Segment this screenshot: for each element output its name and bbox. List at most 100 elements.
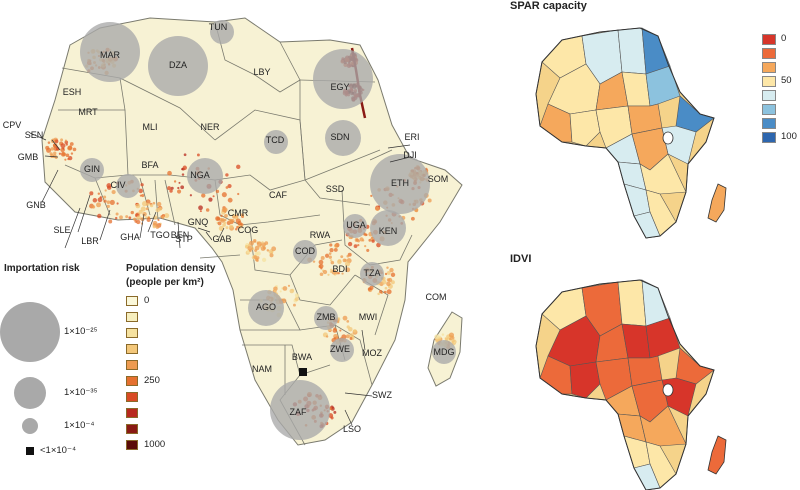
density-dot [128,216,132,220]
density-dot [218,225,224,231]
country-label-uga: UGA [346,220,366,230]
density-dot [181,167,184,171]
density-dot [141,193,145,198]
idvi-country-region [627,355,663,387]
density-dot [176,189,182,194]
density-dot [49,152,53,156]
density-dot [181,173,185,176]
density-dot [377,292,380,296]
density-dot [138,188,143,194]
population-density-legend: 0 250 1000 [126,295,206,466]
density-dot [135,203,141,209]
density-dot [390,272,396,277]
density-dot [58,152,61,155]
density-dot [136,215,141,220]
spar-capacity-map [535,27,727,239]
country-label-zaf: ZAF [290,407,308,417]
country-label-sdn: SDN [330,132,349,142]
density-dot [448,332,455,338]
density-dot [256,251,261,256]
density-dot [201,193,206,198]
spar-legend-swatch [762,132,776,143]
spar-legend-swatch [762,76,776,87]
country-label-gmb: GMB [18,152,39,162]
density-dot [220,214,223,218]
density-dot [198,205,203,211]
density-dot [346,319,350,323]
country-label-eth: ETH [391,178,409,188]
density-dot [342,315,348,321]
density-dot [345,334,350,339]
density-dot [199,210,202,213]
density-dot [106,204,110,209]
density-dot [347,241,353,247]
density-dot [318,259,324,265]
density-dot [130,210,134,215]
density-dot [97,192,101,195]
country-label-gin: GIN [84,164,100,174]
density-dot [342,258,347,263]
spar-legend-swatch [762,90,776,101]
density-dot [367,287,372,291]
density-dot [146,217,151,223]
density-dot [64,139,67,142]
density-dot [109,199,115,205]
density-dot [330,260,335,265]
density-dot [371,239,375,243]
country-label-rwa: RWA [310,230,331,240]
density-dot [140,217,145,222]
density-swatch [126,296,138,306]
country-label-som: SOM [428,174,449,184]
density-dot [232,213,236,217]
density-dot [333,247,338,252]
country-label-eri: ERI [404,132,419,142]
density-dot [227,183,232,189]
density-dot [103,199,107,203]
density-swatch [126,344,138,354]
density-dot [337,259,342,263]
density-dot [328,252,332,256]
density-dot [389,267,394,273]
risk-bubble-zmb [314,306,338,330]
density-swatch [126,376,138,386]
country-label-ago: AGO [256,302,276,312]
country-label-lbr: LBR [81,236,99,246]
density-dot [354,238,359,242]
density-dot [60,138,64,142]
risk-bubble-tza [360,262,384,286]
density-dot [441,333,445,336]
spar-legend-swatch [762,118,776,129]
density-dot [256,241,263,247]
density-dot [228,218,234,224]
density-dot [261,241,264,244]
country-label-ssd: SSD [326,184,345,194]
density-dot [145,216,148,219]
density-dot [97,213,102,219]
density-dot [330,268,333,272]
density-dot [261,257,267,262]
spar-capacity-legend: 0 50 100 [762,33,800,144]
density-dot [152,220,158,226]
density-dot [271,246,277,252]
country-label-esh: ESH [63,87,82,97]
risk-bubble-uga [343,214,367,238]
density-dot [140,183,144,187]
density-dot [205,208,210,212]
density-legend-label: 250 [144,375,160,386]
density-dot [97,197,103,203]
density-dot [325,335,329,338]
density-dot [125,215,129,219]
density-dot [141,201,148,207]
density-dot [50,147,55,151]
density-dot [348,326,353,332]
risk-bubble-sdn [325,120,361,156]
density-dot [427,198,432,203]
country-label-tza: TZA [364,268,381,278]
density-dot [279,290,282,293]
density-dot [236,225,239,229]
density-swatch [126,392,138,402]
density-dot [379,289,383,294]
density-dot [269,253,274,258]
density-dot [180,185,185,190]
density-dot [287,284,291,287]
